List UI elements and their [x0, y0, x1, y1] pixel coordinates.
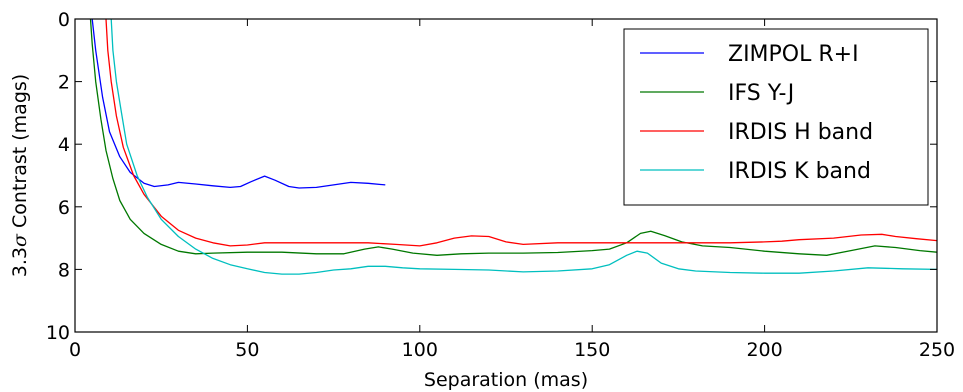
y-axis-label: 3.3σ Contrast (mags): [9, 74, 31, 277]
x-tick-label: 0: [69, 339, 81, 361]
legend-entry-label: IFS Y-J: [728, 81, 794, 106]
x-tick-label: 100: [402, 339, 438, 361]
y-axis-label-prefix: 3.3: [9, 247, 31, 277]
legend-entry-label: IRDIS K band: [728, 159, 871, 184]
x-tick-label: 150: [574, 339, 610, 361]
legend-box: [623, 28, 929, 206]
y-tick-label: 6: [58, 197, 70, 219]
axis-ticks: 0 50 100 150 200 250 0 2 4 6 8 10: [46, 9, 955, 361]
series-line-irdis-k-band: [110, 19, 937, 275]
x-tick-label: 250: [919, 339, 955, 361]
series-line-ifs-y-j: [89, 19, 937, 256]
y-axis-label-sigma: σ: [9, 233, 31, 247]
y-tick-label: 0: [58, 9, 70, 31]
x-axis-label: Separation (mas): [424, 369, 588, 391]
y-tick-label: 8: [58, 259, 70, 281]
legend: ZIMPOL R+I IFS Y-J IRDIS H band IRDIS K ban…: [623, 28, 929, 206]
plot-area-frame: [74, 18, 938, 333]
y-axis-label-suffix: Contrast (mags): [9, 74, 31, 234]
legend-entry-label: ZIMPOL R+I: [728, 42, 859, 67]
y-tick-label: 4: [58, 134, 70, 156]
x-tick-label: 200: [746, 339, 782, 361]
series-line-zimpol-r-i: [91, 19, 386, 189]
legend-entry-label: IRDIS H band: [728, 120, 873, 145]
series-layer: [89, 19, 937, 275]
y-tick-label: 2: [58, 72, 70, 94]
x-tick-label: 50: [235, 339, 259, 361]
y-tick-label: 10: [46, 322, 70, 344]
